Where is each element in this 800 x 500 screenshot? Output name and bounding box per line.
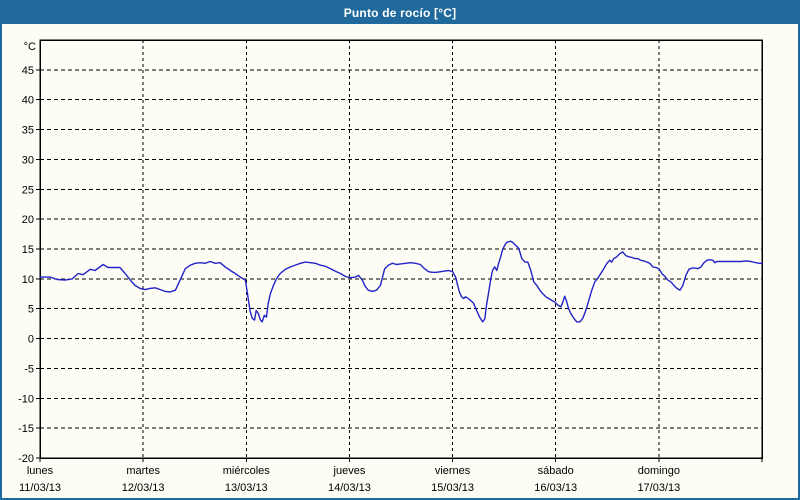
y-axis-label: 15 [22,244,34,256]
day-date-label: 11/03/13 [19,482,61,494]
day-name-label: domingo [638,465,680,477]
day-date-label: 15/03/13 [431,482,474,494]
y-axis-label: 30 [22,154,34,166]
chart-title-bar: Punto de rocío [°C] [2,2,798,24]
y-axis-label: 25 [22,184,34,196]
y-axis-label: -15 [18,423,34,435]
y-axis-label: 10 [22,274,34,286]
y-axis-label: 20 [22,214,34,226]
dewpoint-line-chart: 45 40 35 30 25 20 15 10 5 0 -5 -10 -15 -20 °C lunes 11/0… [18,39,763,494]
y-axis-label: -10 [18,393,34,405]
y-axis-label: 45 [22,65,34,77]
y-axis-label: 35 [22,125,34,137]
day-date-label: 13/03/13 [225,482,268,494]
day-name-label: lunes [27,465,54,477]
x-axis-day-labels: lunes 11/03/13 martes 12/03/13 miércoles 13/0… [19,465,680,494]
day-date-label: 16/03/13 [534,482,577,494]
day-name-label: viernes [435,465,471,477]
day-name-label: martes [126,465,160,477]
day-date-label: 12/03/13 [122,482,165,494]
day-name-label: miércoles [223,465,271,477]
dewpoint-line [39,240,763,323]
y-grid [40,69,762,429]
y-axis-unit-label: °C [24,41,36,53]
day-date-label: 14/03/13 [328,482,371,494]
y-axis-label: 40 [22,95,34,107]
y-axis-label: -20 [18,453,34,465]
day-name-label: sábado [538,465,574,477]
plot-area: 45 40 35 30 25 20 15 10 5 0 -5 -10 -15 -20 °C lunes 11/0… [2,24,798,498]
chart-title: Punto de rocío [°C] [343,6,457,20]
day-name-label: jueves [333,465,366,477]
axis-ticks [36,69,763,462]
y-axis-labels: 45 40 35 30 25 20 15 10 5 0 -5 -10 -15 -20 °C [18,41,36,465]
day-date-label: 17/03/13 [637,482,680,494]
y-axis-label: 0 [28,334,34,346]
y-axis-label: 5 [28,304,34,316]
x-grid [142,40,660,458]
y-axis-label: -5 [24,363,34,375]
